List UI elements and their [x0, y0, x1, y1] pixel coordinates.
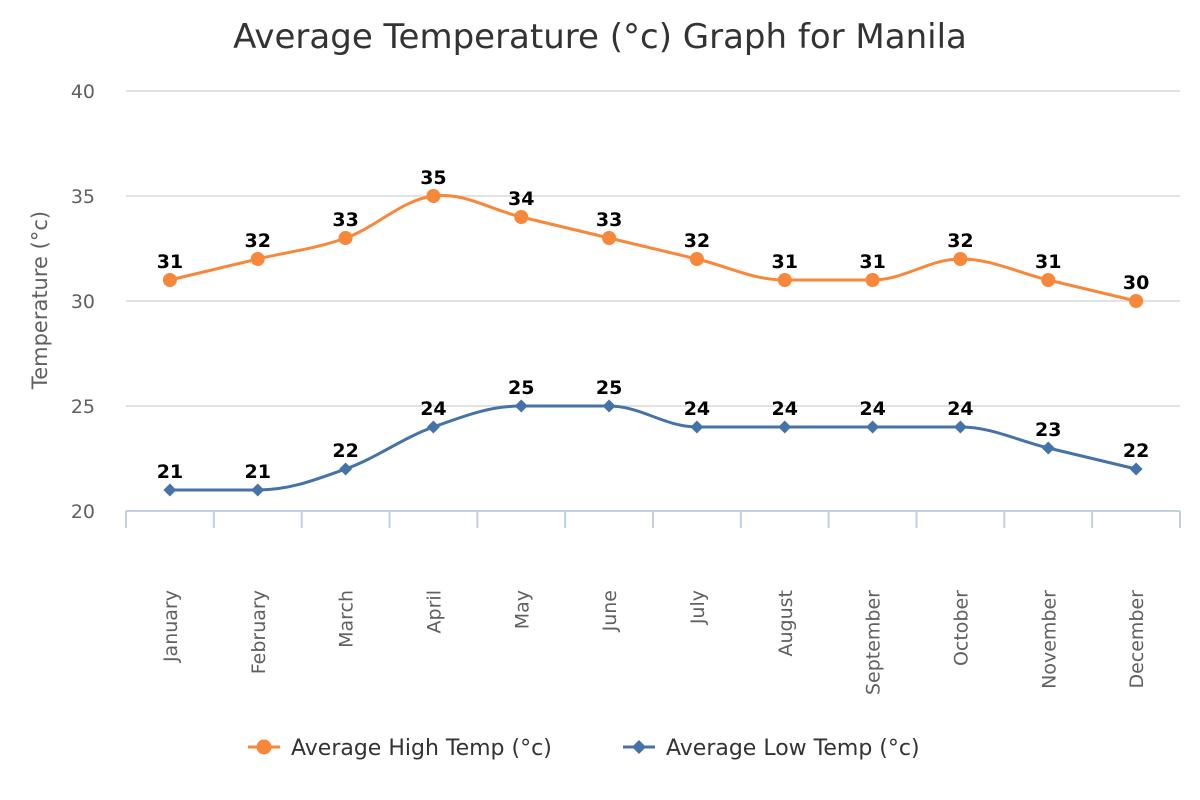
data-point[interactable]	[1129, 462, 1143, 476]
data-point[interactable]	[514, 210, 529, 224]
data-point[interactable]	[690, 420, 704, 434]
data-label: 24	[420, 398, 446, 420]
data-label: 22	[1123, 440, 1149, 462]
data-label: 32	[684, 230, 710, 252]
data-label: 25	[596, 377, 622, 399]
legend-label: Average Low Temp (°c)	[666, 736, 920, 761]
x-tick-label: August	[775, 590, 797, 657]
data-point[interactable]	[338, 231, 353, 245]
x-axis: January February March April May June July Augu…	[125, 510, 1181, 695]
data-label: 24	[684, 398, 710, 420]
data-point[interactable]	[426, 189, 441, 203]
x-tick-label: February	[248, 590, 270, 674]
data-point[interactable]	[426, 420, 440, 434]
y-tick-label: 25	[71, 396, 95, 418]
data-label: 21	[245, 461, 271, 483]
data-point[interactable]	[865, 273, 880, 287]
series-layer: 31 32 33 35 34 33 32 31 31 32 31 30 21 21 22 24 25 25 24 24…	[157, 167, 1149, 497]
data-label: 23	[1035, 419, 1061, 441]
data-label: 24	[859, 398, 885, 420]
legend-label: Average High Temp (°c)	[291, 736, 552, 761]
series-line	[169, 193, 1137, 303]
data-point[interactable]	[1041, 441, 1055, 455]
y-tick-label: 20	[71, 501, 95, 523]
chart-title: Average Temperature (°c) Graph for Manil…	[233, 17, 967, 57]
series-0: 31 32 33 35 34 33 32 31 31 32 31 30	[157, 167, 1149, 308]
data-label: 32	[245, 230, 271, 252]
data-point[interactable]	[953, 420, 967, 434]
x-tick-label: October	[950, 590, 972, 666]
data-label: 21	[157, 461, 183, 483]
gridlines	[126, 90, 1180, 407]
data-point[interactable]	[339, 462, 353, 476]
y-tick-label: 35	[71, 186, 95, 208]
data-label: 31	[772, 251, 798, 273]
data-label: 24	[947, 398, 973, 420]
legend-marker	[256, 739, 272, 755]
y-tick-label: 30	[71, 291, 95, 313]
x-tick-label: April	[423, 590, 445, 633]
legend[interactable]: Average High Temp (°c) Average Low Temp (…	[248, 736, 920, 761]
x-tick-label: June	[599, 590, 621, 632]
legend-item-1[interactable]: Average Low Temp (°c)	[623, 736, 920, 761]
x-tick-label: March	[336, 590, 358, 648]
legend-marker	[632, 740, 646, 754]
data-label: 22	[332, 440, 358, 462]
x-tick-label: May	[511, 590, 533, 629]
data-point[interactable]	[602, 399, 616, 413]
data-point[interactable]	[1129, 294, 1144, 308]
data-point[interactable]	[1041, 273, 1056, 287]
data-label: 34	[508, 188, 534, 210]
data-label: 31	[859, 251, 885, 273]
data-label: 33	[596, 209, 622, 231]
data-label: 35	[420, 167, 446, 189]
series-line	[169, 404, 1137, 492]
data-point[interactable]	[163, 483, 177, 497]
data-point[interactable]	[689, 252, 704, 266]
series-1: 21 21 22 24 25 25 24 24 24 24 23 22	[157, 377, 1149, 497]
legend-item-0[interactable]: Average High Temp (°c)	[248, 736, 552, 761]
data-label: 24	[772, 398, 798, 420]
data-point[interactable]	[514, 399, 528, 413]
data-point[interactable]	[778, 420, 792, 434]
data-label: 32	[947, 230, 973, 252]
data-label: 33	[332, 209, 358, 231]
data-point[interactable]	[866, 420, 880, 434]
y-tick-label: 40	[71, 81, 95, 103]
x-tick-label: September	[863, 590, 885, 695]
data-label: 25	[508, 377, 534, 399]
y-axis-ticks: 20 25 30 35 40	[71, 81, 95, 523]
data-point[interactable]	[953, 252, 968, 266]
data-point[interactable]	[777, 273, 792, 287]
data-label: 31	[157, 251, 183, 273]
y-axis-label: Temperature (°c)	[28, 211, 52, 390]
data-label: 31	[1035, 251, 1061, 273]
data-point[interactable]	[250, 252, 265, 266]
x-tick-label: November	[1038, 590, 1060, 689]
x-tick-label: December	[1126, 590, 1148, 689]
data-label: 30	[1123, 272, 1149, 294]
x-tick-label: January	[160, 590, 182, 663]
x-tick-label: July	[687, 590, 709, 625]
data-point[interactable]	[602, 231, 617, 245]
data-point[interactable]	[162, 273, 177, 287]
data-point[interactable]	[251, 483, 265, 497]
